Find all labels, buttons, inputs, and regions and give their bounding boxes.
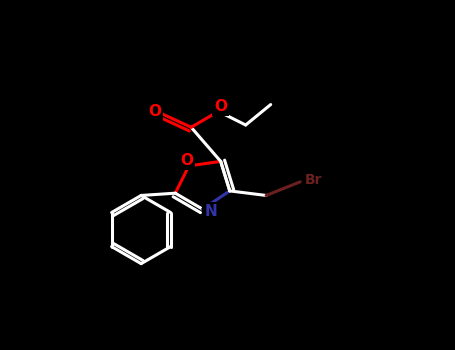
Text: O: O [148, 104, 161, 119]
Text: Br: Br [305, 173, 323, 187]
Text: N: N [204, 204, 217, 219]
Text: O: O [214, 99, 227, 114]
Text: O: O [180, 153, 193, 168]
